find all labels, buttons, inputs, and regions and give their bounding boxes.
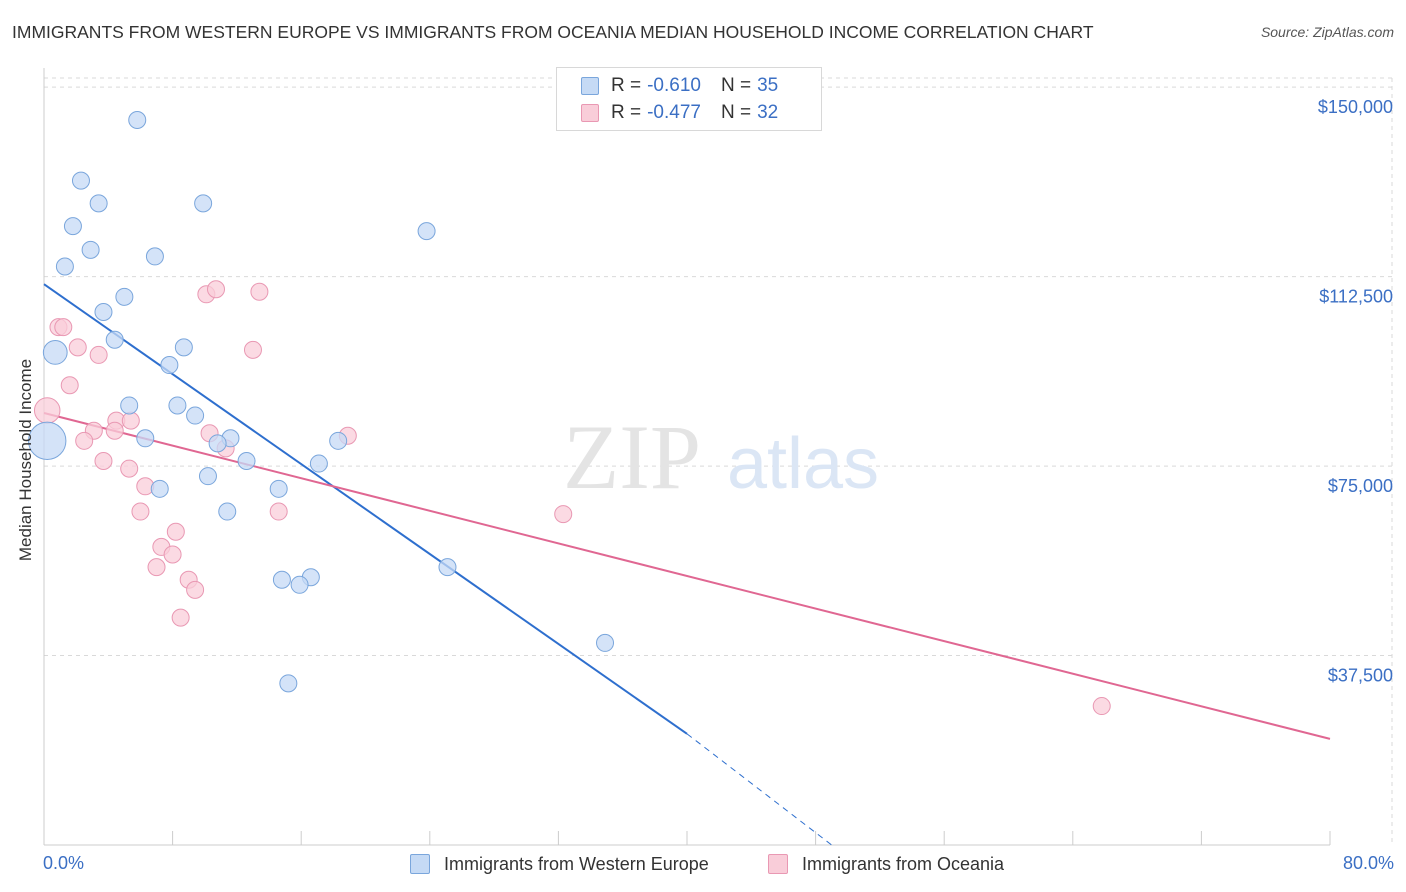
legend-swatch-pink xyxy=(768,854,788,874)
point-oceania xyxy=(94,452,113,471)
legend-label: Immigrants from Oceania xyxy=(802,853,1005,874)
chart-title: IMMIGRANTS FROM WESTERN EUROPE VS IMMIGR… xyxy=(12,22,1094,42)
point-western-europe xyxy=(329,431,348,450)
legend-item-oceania: Immigrants from Oceania xyxy=(768,852,1004,876)
point-western-europe xyxy=(105,330,124,349)
point-oceania xyxy=(171,608,190,627)
point-western-europe xyxy=(115,287,134,306)
point-western-europe xyxy=(168,396,187,415)
stats-row-oceania: R = -0.477 N = 32 xyxy=(581,101,778,125)
legend-swatch-blue xyxy=(410,854,430,874)
point-western-europe xyxy=(28,421,67,461)
stats-row-western-europe: R = -0.610 N = 35 xyxy=(581,74,778,98)
y-tick-label: $75,000 xyxy=(1328,476,1393,496)
point-western-europe xyxy=(417,222,436,241)
point-oceania xyxy=(207,280,226,299)
point-oceania xyxy=(33,397,61,424)
point-western-europe xyxy=(81,240,100,259)
r-value: -0.610 xyxy=(647,75,701,96)
point-oceania xyxy=(120,459,139,478)
point-oceania xyxy=(131,502,150,521)
y-tick-label: $37,500 xyxy=(1328,666,1393,686)
point-oceania xyxy=(243,340,262,359)
watermark-atlas: atlas xyxy=(727,424,879,504)
point-western-europe xyxy=(63,217,82,236)
point-western-europe xyxy=(71,171,90,190)
stats-legend: R = -0.610 N = 35 R = -0.477 N = 32 xyxy=(556,67,822,131)
point-oceania xyxy=(1092,697,1111,716)
point-oceania xyxy=(54,318,73,337)
r-label: R = xyxy=(611,75,642,96)
point-western-europe xyxy=(174,338,193,357)
y-tick-label: $112,500 xyxy=(1319,287,1393,307)
point-western-europe xyxy=(237,452,256,471)
point-oceania xyxy=(250,282,269,301)
point-western-europe xyxy=(89,194,108,213)
point-oceania xyxy=(60,376,79,395)
point-oceania xyxy=(166,522,185,541)
n-value: 35 xyxy=(757,75,779,96)
point-oceania xyxy=(186,580,205,599)
point-western-europe xyxy=(150,479,169,498)
point-oceania xyxy=(89,345,108,364)
point-western-europe xyxy=(136,429,155,448)
point-oceania xyxy=(75,431,94,450)
point-western-europe xyxy=(272,570,291,589)
point-western-europe xyxy=(128,110,147,129)
point-western-europe xyxy=(120,396,139,415)
point-oceania xyxy=(147,558,166,577)
point-oceania xyxy=(554,505,573,524)
point-western-europe xyxy=(42,340,68,365)
point-western-europe xyxy=(186,406,205,425)
legend-item-western-europe: Immigrants from Western Europe xyxy=(410,852,709,876)
trend-lines xyxy=(43,283,1331,846)
y-axis-label: Median Household Income xyxy=(16,358,35,562)
point-western-europe xyxy=(198,467,217,486)
watermark-zip: ZIP xyxy=(563,406,701,508)
trendline-western-europe-extension xyxy=(686,733,832,846)
legend-swatch-blue xyxy=(581,77,599,95)
point-oceania xyxy=(269,502,288,521)
legend-swatch-pink xyxy=(581,104,599,122)
point-oceania xyxy=(68,338,87,357)
point-western-europe xyxy=(55,257,74,276)
r-value: -0.477 xyxy=(647,102,701,123)
point-western-europe xyxy=(279,674,298,693)
trendline-western-europe xyxy=(43,283,688,735)
x-tick-label-min: 0.0% xyxy=(43,853,85,873)
point-western-europe xyxy=(596,633,615,652)
n-label: N = xyxy=(720,102,752,123)
n-value: 32 xyxy=(757,102,779,123)
y-tick-labels: $37,500 $75,000 $112,500 $150,000 xyxy=(1318,97,1393,685)
y-tick-label: $150,000 xyxy=(1318,97,1393,117)
x-tick-label-max: 80.0% xyxy=(1342,853,1394,873)
point-western-europe xyxy=(218,502,237,521)
point-western-europe xyxy=(438,558,457,577)
point-western-europe xyxy=(208,434,227,453)
point-western-europe xyxy=(94,302,113,321)
watermark: ZIP atlas xyxy=(563,406,879,508)
point-western-europe xyxy=(290,575,309,594)
point-western-europe xyxy=(160,356,179,375)
data-points xyxy=(28,110,1111,716)
point-oceania xyxy=(163,545,182,564)
point-oceania xyxy=(121,411,140,430)
n-label: N = xyxy=(720,75,752,96)
point-western-europe xyxy=(194,194,213,213)
source-credit: Source: ZipAtlas.com xyxy=(1260,24,1394,40)
r-label: R = xyxy=(611,102,642,123)
point-oceania xyxy=(105,421,124,440)
point-western-europe xyxy=(269,479,288,498)
legend-label: Immigrants from Western Europe xyxy=(444,853,709,874)
point-western-europe xyxy=(145,247,164,266)
point-western-europe xyxy=(309,454,328,473)
trendline-oceania xyxy=(43,412,1331,740)
